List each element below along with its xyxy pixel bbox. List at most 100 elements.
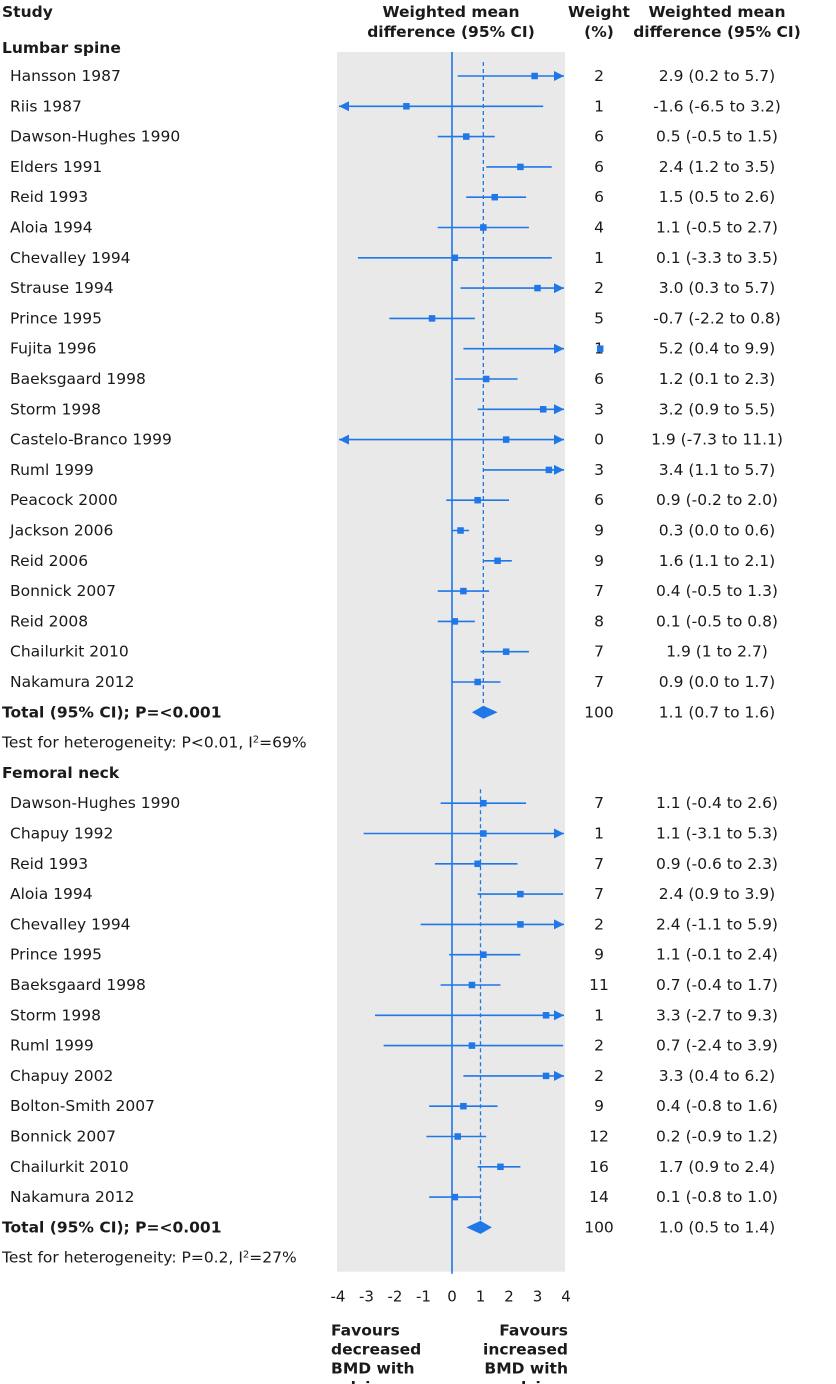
point-estimate — [491, 193, 498, 201]
point-estimate — [451, 618, 459, 625]
study-weight: 9 — [594, 946, 604, 964]
pooled-diamond — [471, 705, 498, 719]
total-weight: 100 — [584, 703, 614, 721]
study-name: Dawson-Hughes 1990 — [10, 794, 180, 812]
point-estimate — [497, 1163, 504, 1171]
point-estimate — [534, 284, 541, 292]
point-estimate — [542, 1012, 550, 1019]
ci-arrow-right — [554, 404, 564, 415]
x-tick-label: 1 — [476, 1288, 486, 1306]
header-ci-line1: Weighted mean — [648, 3, 785, 21]
study-weight: 6 — [594, 491, 604, 509]
study-name: Ruml 1999 — [10, 1037, 94, 1055]
point-estimate — [451, 1193, 459, 1201]
study-ci: 1.9 (1 to 2.7) — [666, 643, 768, 661]
study-ci: 3.3 (0.4 to 6.2) — [659, 1067, 775, 1085]
study-name: Bolton-Smith 2007 — [10, 1097, 155, 1115]
ci-arrow-right — [554, 343, 564, 354]
study-weight: 7 — [594, 794, 604, 812]
header-effect-line2: difference (95% CI) — [367, 23, 535, 41]
favours-left-label: Favours — [331, 1322, 400, 1340]
study-weight: 7 — [594, 855, 604, 873]
point-estimate — [460, 587, 467, 595]
study-name: Bonnick 2007 — [10, 582, 116, 600]
header-weight-line1: Weight — [568, 3, 630, 21]
study-weight: 6 — [594, 370, 604, 388]
study-name: Reid 1993 — [10, 855, 88, 873]
study-weight: 9 — [594, 552, 604, 570]
favours-right-label: Favours — [499, 1322, 568, 1340]
study-weight: 9 — [594, 522, 604, 540]
study-ci: 3.3 (-2.7 to 9.3) — [656, 1006, 778, 1024]
study-weight: 2 — [594, 279, 604, 297]
x-tick-label: -3 — [359, 1288, 374, 1306]
point-estimate — [474, 496, 481, 504]
header-study: Study — [2, 3, 53, 21]
ci-arrow-left — [339, 434, 349, 445]
study-ci: 3.0 (0.3 to 5.7) — [659, 279, 775, 297]
ci-arrow-right — [554, 434, 564, 445]
study-weight: 2 — [594, 1037, 604, 1055]
study-ci: 1.1 (-0.5 to 2.7) — [656, 219, 778, 237]
total-ci: 1.1 (0.7 to 1.6) — [659, 703, 775, 721]
study-ci: 2.4 (1.2 to 3.5) — [659, 158, 775, 176]
study-weight: 11 — [589, 976, 609, 994]
favours-left-label: BMD with — [331, 1360, 415, 1378]
study-ci: 0.1 (-3.3 to 3.5) — [656, 249, 778, 267]
study-name: Nakamura 2012 — [10, 673, 134, 691]
total-label: Total (95% CI); P=<0.001 — [2, 703, 222, 721]
study-ci: 1.1 (-0.1 to 2.4) — [656, 946, 778, 964]
point-estimate — [539, 406, 547, 413]
study-name: Castelo-Branco 1999 — [10, 431, 172, 449]
study-name: Reid 2006 — [10, 552, 88, 570]
study-ci: 1.6 (1.1 to 2.1) — [659, 552, 775, 570]
total-label: Total (95% CI); P=<0.001 — [2, 1218, 222, 1236]
favours-right-label: BMD with — [484, 1360, 568, 1378]
x-tick-label: 3 — [533, 1288, 543, 1306]
point-estimate — [502, 436, 510, 443]
study-name: Reid 2008 — [10, 612, 88, 630]
study-name: Baeksgaard 1998 — [10, 370, 146, 388]
study-ci: 1.1 (-3.1 to 5.3) — [656, 825, 778, 843]
study-name: Nakamura 2012 — [10, 1188, 134, 1206]
study-ci: 0.7 (-2.4 to 3.9) — [656, 1037, 778, 1055]
point-estimate — [474, 860, 481, 868]
study-ci: 0.2 (-0.9 to 1.2) — [656, 1128, 778, 1146]
study-weight: 1 — [594, 1006, 604, 1024]
study-name: Chapuy 1992 — [10, 825, 113, 843]
study-weight: 0 — [594, 431, 604, 449]
study-name: Fujita 1996 — [10, 340, 96, 358]
favours-left-label: calcium — [331, 1379, 398, 1384]
study-ci: 1.5 (0.5 to 2.6) — [659, 188, 775, 206]
study-weight: 6 — [594, 188, 604, 206]
study-ci: 0.9 (-0.6 to 2.3) — [656, 855, 778, 873]
study-weight: 6 — [594, 158, 604, 176]
ci-arrow-right — [554, 1070, 564, 1081]
heterogeneity-text: Test for heterogeneity: P=0.2, I2=27% — [1, 1249, 297, 1267]
heterogeneity-text: Test for heterogeneity: P<0.01, I2=69% — [1, 734, 307, 752]
point-estimate — [457, 527, 464, 534]
study-weight: 8 — [594, 612, 604, 630]
section-title: Femoral neck — [2, 764, 120, 782]
study-name: Strause 1994 — [10, 279, 114, 297]
study-weight: 4 — [594, 219, 604, 237]
study-weight: 2 — [594, 67, 604, 85]
point-estimate — [494, 557, 501, 565]
study-weight: 9 — [594, 1097, 604, 1115]
x-tick-label: -2 — [388, 1288, 403, 1306]
point-estimate — [502, 648, 510, 655]
study-ci: 0.4 (-0.5 to 1.3) — [656, 582, 778, 600]
study-name: Storm 1998 — [10, 400, 101, 418]
point-estimate — [545, 466, 553, 474]
study-weight: 6 — [594, 128, 604, 146]
ci-arrow-right — [554, 828, 564, 839]
study-weight: 7 — [594, 582, 604, 600]
study-ci: 0.3 (0.0 to 0.6) — [659, 522, 775, 540]
study-ci: 2.9 (0.2 to 5.7) — [659, 67, 775, 85]
header-ci-line2: difference (95% CI) — [633, 23, 801, 41]
study-name: Jackson 2006 — [9, 522, 113, 540]
study-weight: 2 — [594, 1067, 604, 1085]
study-ci: 0.7 (-0.4 to 1.7) — [656, 976, 778, 994]
point-estimate — [517, 890, 524, 898]
